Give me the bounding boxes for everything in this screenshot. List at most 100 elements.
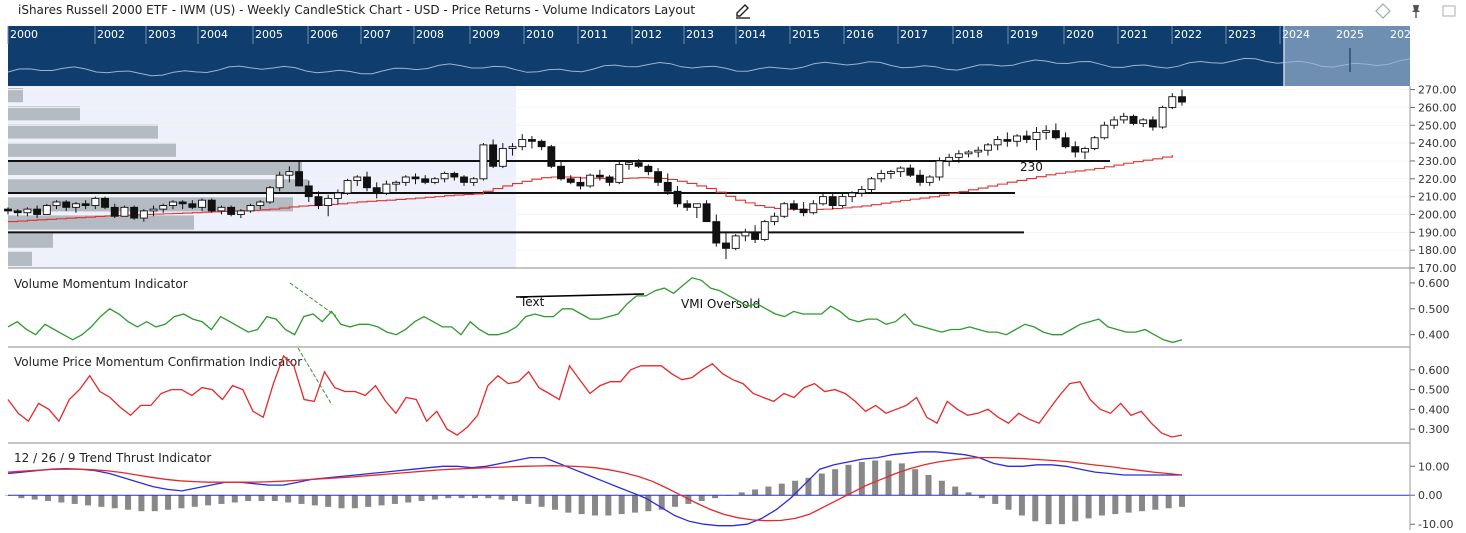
histogram-bar xyxy=(1058,495,1065,525)
histogram-bar xyxy=(1152,495,1159,510)
candle xyxy=(450,172,459,178)
histogram-bar xyxy=(218,495,225,504)
candle xyxy=(625,162,633,165)
candlesticks xyxy=(4,89,1186,260)
candle xyxy=(227,206,236,215)
histogram-bar xyxy=(71,495,78,504)
axis-tick-label: 0.500 xyxy=(1418,303,1450,316)
pin-icon[interactable] xyxy=(1407,2,1425,20)
navigator-year-label: 2012 xyxy=(634,28,662,41)
volume-profile-bar xyxy=(8,142,176,157)
price-axis: 270.00 260.00 250.00 240.00 230.00 220.00 210.… xyxy=(1410,84,1457,275)
time-navigator[interactable]: 2000 2002 2003 2004 2005 2006 2007 2008 2009 2010… xyxy=(7,26,1418,86)
histogram-bar xyxy=(471,495,478,499)
candle xyxy=(1168,96,1177,108)
candle xyxy=(139,210,148,219)
navigator-year-label: 2000 xyxy=(10,28,38,41)
trend-drawing-2[interactable] xyxy=(297,347,333,406)
candle xyxy=(508,146,517,149)
histogram-bar xyxy=(551,495,558,510)
text-drawing-line[interactable] xyxy=(515,293,645,298)
histogram-bar xyxy=(1138,495,1145,512)
histogram-bar xyxy=(231,495,238,503)
histogram-bar xyxy=(538,495,545,507)
candle xyxy=(789,203,798,210)
candle xyxy=(654,171,663,183)
candle xyxy=(295,171,304,187)
candle xyxy=(537,140,546,148)
pencil-icon[interactable] xyxy=(734,2,752,20)
histogram-bar xyxy=(1125,495,1132,513)
histogram-bar xyxy=(245,495,252,502)
candle xyxy=(867,178,876,190)
candle xyxy=(673,190,682,205)
histogram-bar xyxy=(138,495,145,512)
histogram-bar xyxy=(712,495,719,499)
candle xyxy=(110,206,119,217)
diamond-icon[interactable] xyxy=(1374,2,1392,20)
axis-tick-label: 0.300 xyxy=(1418,423,1450,436)
candle xyxy=(120,206,129,217)
candle xyxy=(838,196,847,206)
candle xyxy=(81,203,90,206)
navigator-year-label: 2008 xyxy=(416,28,444,41)
navigator-handles[interactable] xyxy=(1283,26,1351,86)
price-tick-label: 240.00 xyxy=(1418,137,1457,150)
vmi-oversold-annotation[interactable]: VMI Oversold xyxy=(681,297,760,311)
candle xyxy=(692,203,701,208)
candle xyxy=(498,148,507,167)
candle xyxy=(935,160,944,178)
histogram-bar xyxy=(178,495,185,509)
candle xyxy=(23,208,32,214)
candle xyxy=(1178,96,1186,103)
candle xyxy=(1119,115,1128,121)
candle xyxy=(1032,131,1041,140)
histogram-bar xyxy=(511,495,518,502)
trend-thrust-axis: 10.00 0.00 -10.00 xyxy=(1410,460,1453,531)
histogram-bar xyxy=(351,495,358,509)
candle xyxy=(712,221,721,244)
window-icon[interactable] xyxy=(1440,2,1458,20)
candle xyxy=(886,171,895,174)
candle xyxy=(343,180,352,194)
histogram-bar xyxy=(778,483,785,496)
candle xyxy=(4,208,12,212)
title-bar: iShares Russell 2000 ETF - IWM (US) - We… xyxy=(0,0,1466,22)
candle xyxy=(683,203,692,208)
navigator-year-label: 2004 xyxy=(200,28,228,41)
histogram-bar xyxy=(1085,495,1092,519)
navigator-year-label: 2014 xyxy=(738,28,766,41)
price-panel: 270.00 260.00 250.00 240.00 230.00 220.00 210.… xyxy=(4,84,1457,275)
candle xyxy=(266,187,274,203)
candle xyxy=(702,203,711,223)
volume-profile-bar xyxy=(8,251,32,266)
candle xyxy=(731,235,740,249)
histogram-bar xyxy=(151,495,158,512)
histogram-bar xyxy=(391,495,398,504)
candle xyxy=(576,181,585,187)
navigator-year-label: 2006 xyxy=(310,28,338,41)
navigator-year-label: 2018 xyxy=(955,28,983,41)
text-annotation[interactable]: Text xyxy=(519,295,545,309)
histogram-bar xyxy=(818,473,825,496)
histogram-bar xyxy=(658,495,665,510)
candle xyxy=(799,208,808,214)
navigator-selection[interactable] xyxy=(1284,26,1410,86)
candle xyxy=(363,176,371,189)
axis-tick-label: 0.400 xyxy=(1418,329,1450,342)
candle xyxy=(1129,115,1138,124)
candle xyxy=(527,139,536,142)
candle xyxy=(547,146,556,167)
trend-drawing[interactable] xyxy=(289,282,337,317)
histogram-bar xyxy=(298,495,305,504)
histogram-bar xyxy=(645,495,652,512)
volume-profile-bar xyxy=(8,179,308,194)
navigator-year-label: 2021 xyxy=(1120,28,1148,41)
candle xyxy=(430,178,439,183)
candle xyxy=(217,206,226,212)
candle xyxy=(925,176,934,183)
candle xyxy=(1003,139,1012,142)
histogram-bar xyxy=(978,495,985,499)
price-tick-label: 250.00 xyxy=(1418,119,1457,132)
axis-tick-label: 0.400 xyxy=(1418,403,1450,416)
